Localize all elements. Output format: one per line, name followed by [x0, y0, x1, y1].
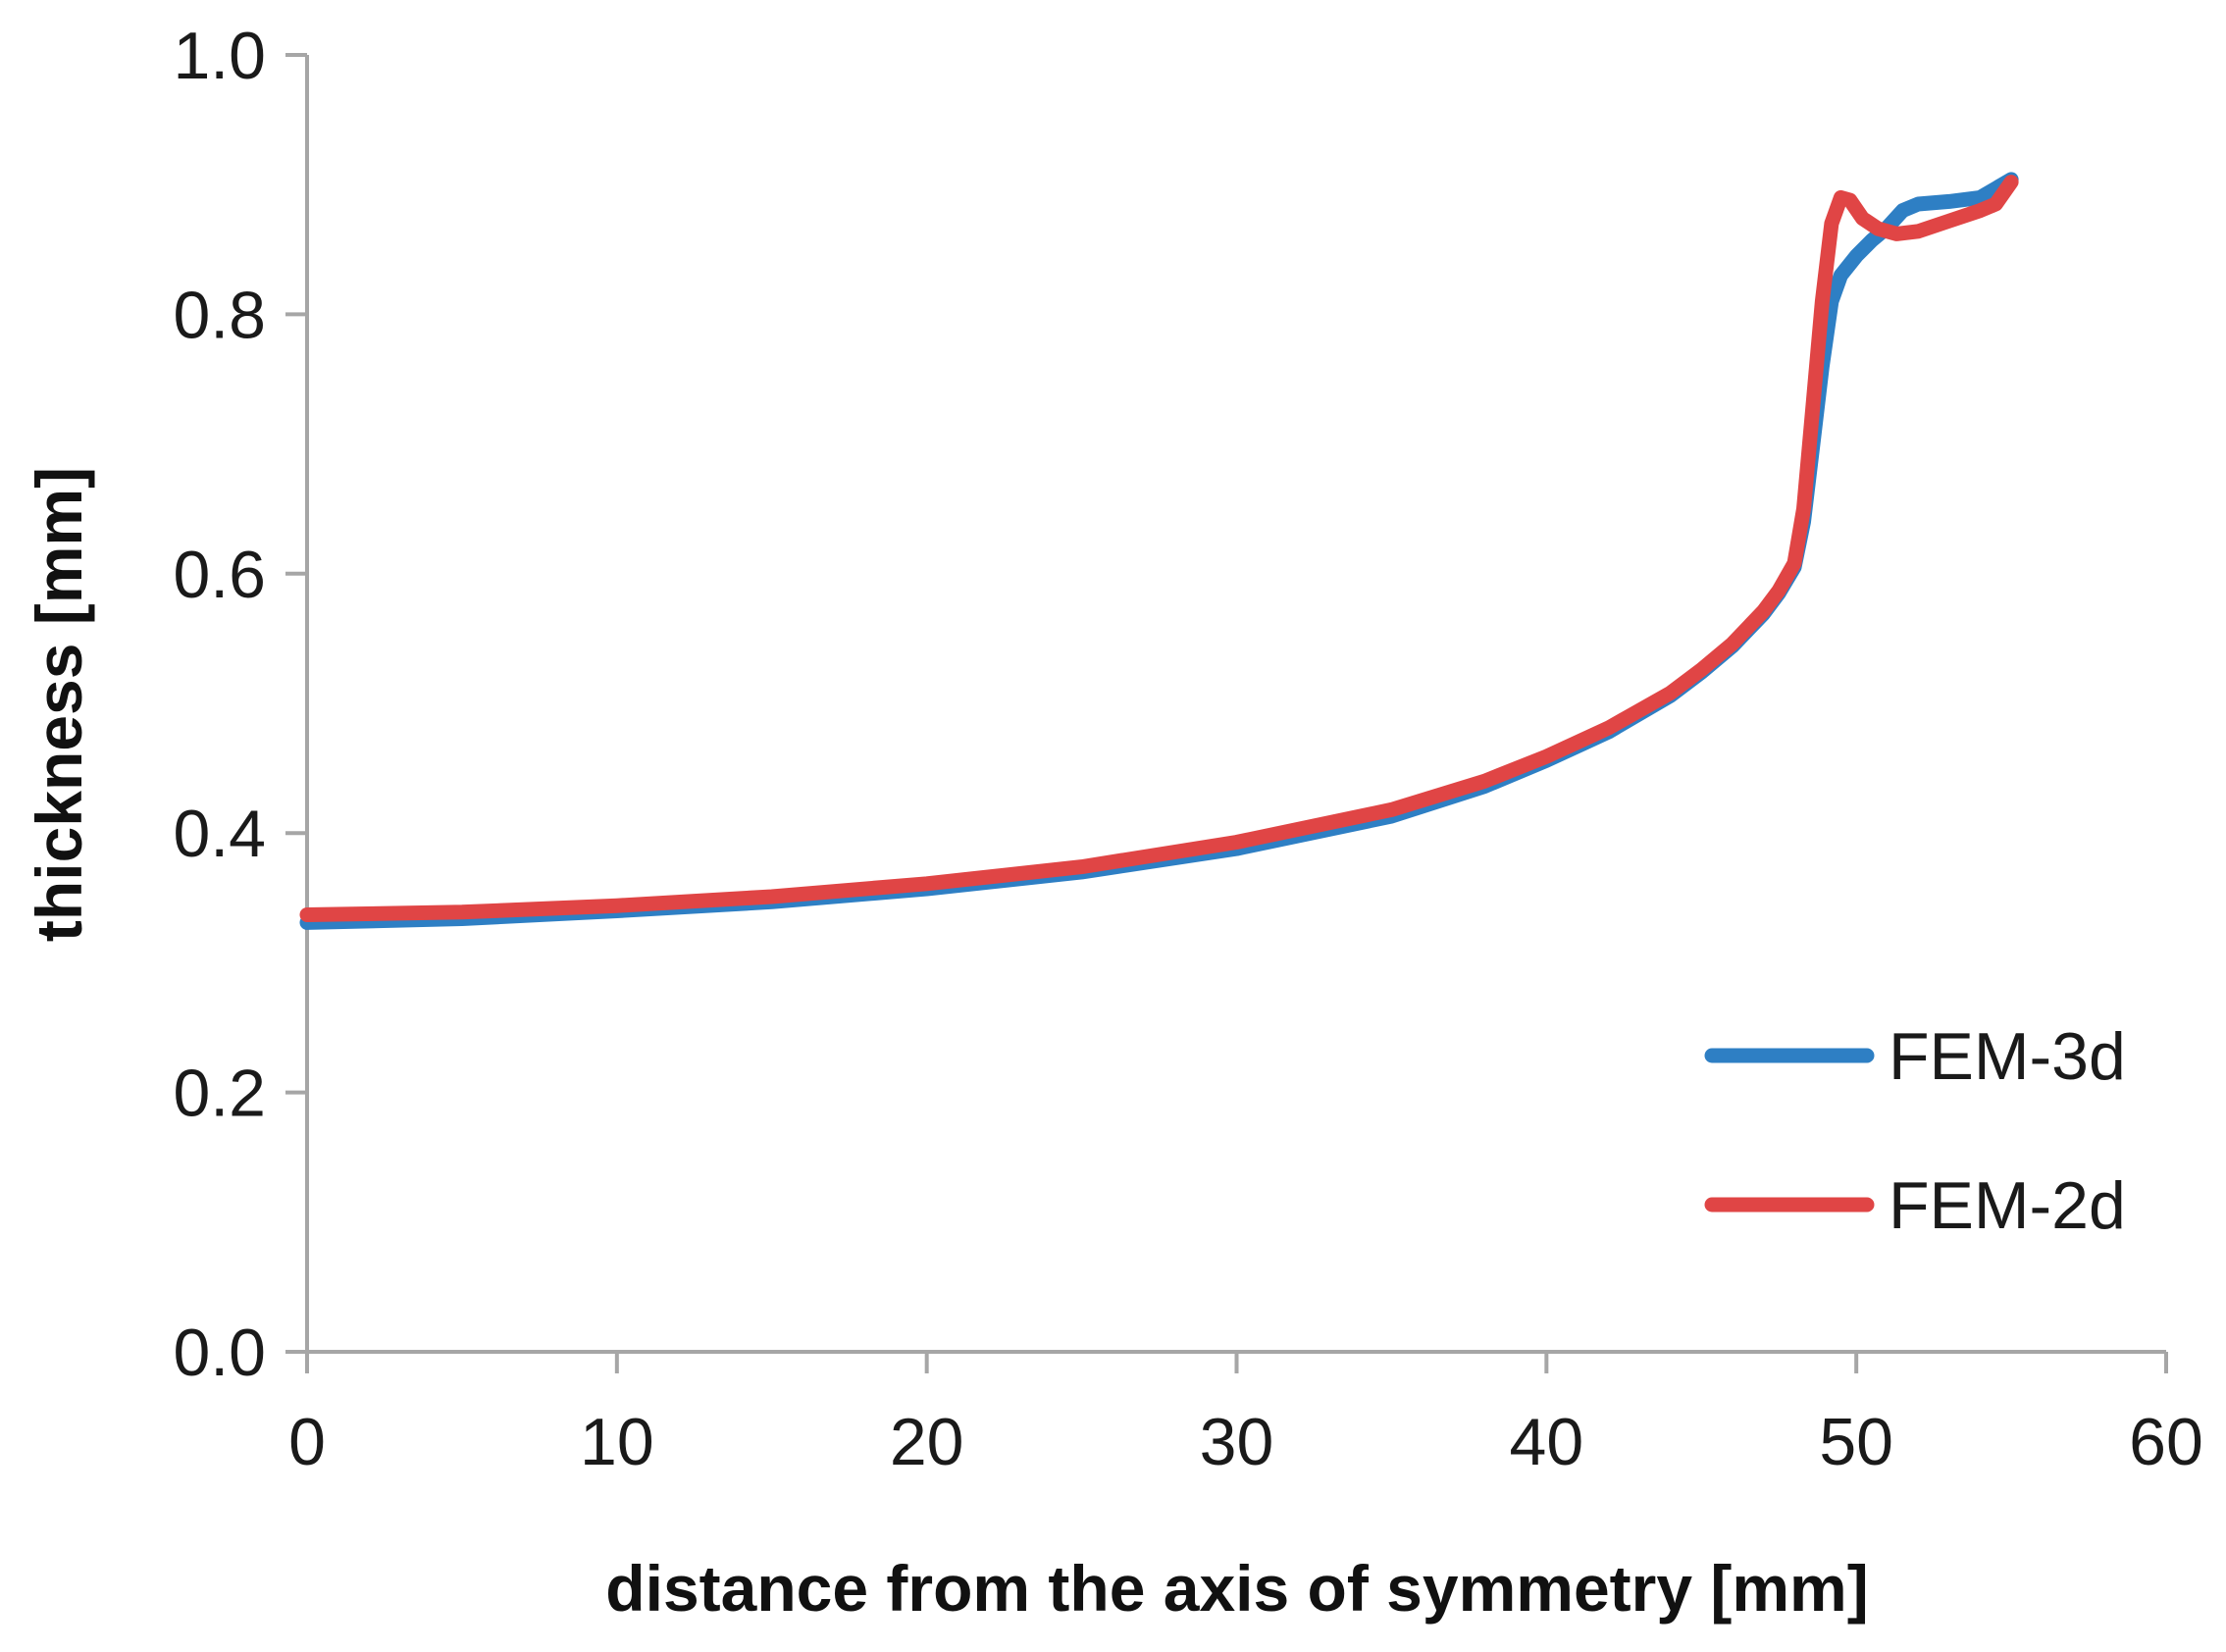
x-tick-label: 60: [2129, 1405, 2203, 1479]
x-tick-label: 0: [288, 1405, 326, 1479]
x-tick-label: 10: [580, 1405, 654, 1479]
x-tick-label: 30: [1200, 1405, 1274, 1479]
x-axis-title: distance from the axis of symmetry [mm]: [605, 1552, 1868, 1625]
x-tick-label: 50: [1819, 1405, 1893, 1479]
y-tick-label: 1.0: [173, 19, 266, 93]
axes: 0.0 0.2 0.4 0.6 0.8 1.0 0 10 20 30 40 50 60: [173, 19, 2202, 1479]
x-tick-label: 40: [1510, 1405, 1584, 1479]
series-line-fem-3d: [299, 172, 2019, 930]
plot-area: [299, 172, 2019, 930]
legend-label: FEM-3d: [1889, 1019, 2126, 1094]
y-tick-label: 0.4: [173, 797, 266, 871]
y-tick-label: 0.2: [173, 1057, 266, 1131]
y-tick-label: 0.8: [173, 278, 266, 352]
y-tick-label: 0.0: [173, 1316, 266, 1390]
series-line-fem-2d: [299, 175, 2019, 922]
x-tick-label: 20: [890, 1405, 964, 1479]
legend-label: FEM-2d: [1889, 1168, 2126, 1243]
y-tick-label: 0.6: [173, 538, 266, 612]
y-axis-title: thickness [mm]: [23, 467, 95, 942]
legend: FEM-3d FEM-2d: [1704, 1019, 2126, 1243]
